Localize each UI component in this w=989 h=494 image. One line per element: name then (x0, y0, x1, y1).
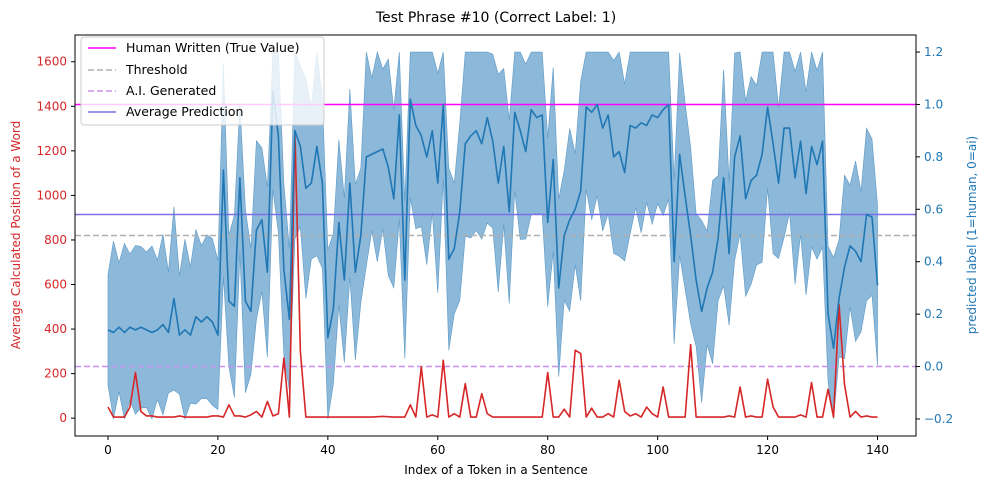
series-line-word-position (107, 129, 878, 418)
y-axis-right-label: predicted label (1=human, 0=ai) (965, 136, 979, 335)
y-right-tick-label: 1.2 (924, 45, 943, 59)
legend-label-average: Average Prediction (126, 104, 243, 119)
y-left-tick-label: 1200 (36, 144, 67, 158)
x-axis: 0 20 40 60 80 100 120 140 (104, 436, 889, 457)
series-line-predicted-label (107, 90, 879, 349)
x-tick-label: 140 (866, 443, 889, 457)
y-left-tick-label: 600 (44, 278, 67, 292)
y-axis-left: 0 200 400 600 800 1000 1200 1400 1600 (36, 55, 75, 425)
legend: Human Written (True Value) Threshold A.I… (80, 36, 325, 126)
legend-box (80, 36, 325, 126)
y-left-tick-label: 800 (44, 233, 67, 247)
y-left-tick-label: 0 (59, 411, 67, 425)
x-tick-label: 60 (430, 443, 445, 457)
y-left-tick-label: 1400 (36, 99, 67, 113)
prediction-uncertainty-band (107, 50, 878, 421)
y-right-tick-label: 0.4 (924, 255, 943, 269)
x-tick-label: 120 (756, 443, 779, 457)
legend-label-ai: A.I. Generated (126, 83, 216, 98)
y-right-tick-label: 0.2 (924, 307, 943, 321)
x-tick-label: 40 (320, 443, 335, 457)
x-axis-label: Index of a Token in a Sentence (404, 463, 588, 477)
band-layer (107, 50, 878, 421)
y-axis-right: −0.2 0.0 0.2 0.4 0.6 0.8 1.0 1.2 (916, 45, 953, 426)
plot-frame (74, 34, 917, 437)
y-left-tick-label: 1000 (36, 188, 67, 202)
y-left-tick-label: 400 (44, 322, 67, 336)
y-right-tick-label: 0.8 (924, 150, 943, 164)
y-right-tick-label: 0.0 (924, 360, 943, 374)
x-tick-label: 20 (210, 443, 225, 457)
series-lines (107, 90, 879, 418)
y-right-tick-label: 0.6 (924, 202, 943, 216)
x-tick-label: 100 (646, 443, 669, 457)
y-axis-left-label: Average Calculated Position of a Word (9, 121, 23, 350)
x-tick-label: 80 (540, 443, 555, 457)
y-left-tick-label: 200 (44, 367, 67, 381)
legend-label-human: Human Written (True Value) (126, 40, 299, 55)
y-left-tick-label: 1600 (36, 55, 67, 69)
y-right-tick-label: 1.0 (924, 97, 943, 111)
x-tick-label: 0 (104, 443, 112, 457)
chart-title: Test Phrase #10 (Correct Label: 1) (375, 10, 616, 26)
legend-label-threshold: Threshold (125, 62, 188, 77)
y-right-tick-label: −0.2 (924, 412, 953, 426)
